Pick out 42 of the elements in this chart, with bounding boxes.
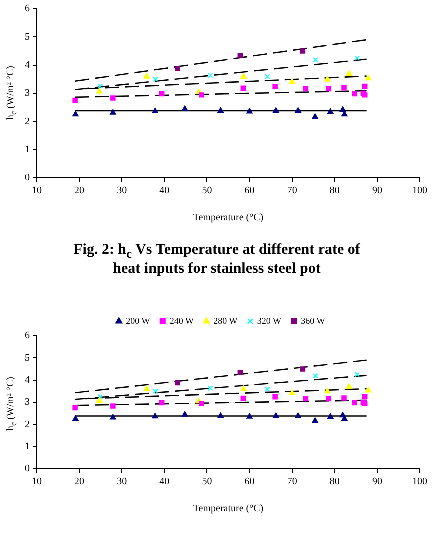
- y-tick-label: 3: [25, 88, 30, 100]
- x-axis-title: Temperature (°C): [193, 212, 264, 224]
- x-tick-label: 30: [117, 186, 128, 197]
- y-tick-label: 5: [25, 352, 30, 364]
- y-tick-label: 4: [25, 60, 30, 71]
- x-axis-title: Temperature (°C): [193, 503, 264, 514]
- legend-label: 280 W: [214, 315, 238, 326]
- legend-label: 360 W: [301, 315, 326, 326]
- legend-label: 240 W: [170, 315, 194, 326]
- x-tick-label: 10: [32, 186, 42, 197]
- x-tick-label: 70: [287, 476, 298, 488]
- x-tick-label: 50: [202, 186, 212, 197]
- x-tick-label: 50: [202, 476, 212, 488]
- x-tick-label: 40: [160, 186, 170, 197]
- caption: Fig. 2: h$_{c}$ Vs Temperature at different rate of heat inputs for stainless steel pot: [72, 241, 362, 280]
- y-tick-label: 6: [25, 330, 30, 342]
- y-tick-label: 2: [25, 116, 30, 128]
- x-tick-label: 10: [32, 476, 42, 488]
- x-tick-label: 80: [330, 186, 340, 197]
- x-tick-label: 100: [412, 476, 428, 488]
- y-tick-label: 1: [25, 441, 30, 452]
- y-tick-label: 4: [25, 374, 30, 386]
- x-tick-label: 40: [160, 476, 170, 488]
- x-tick-label: 60: [244, 186, 255, 197]
- y-tick-label: 3: [25, 396, 30, 408]
- legend-label: 200 W: [126, 315, 151, 326]
- y-tick-label: 0: [25, 463, 30, 474]
- x-tick-label: 20: [74, 186, 85, 197]
- x-tick-label: 60: [244, 476, 255, 488]
- x-tick-label: 70: [287, 186, 298, 197]
- y-tick-label: 6: [25, 4, 30, 15]
- legend-label: 320 W: [257, 315, 282, 326]
- x-tick-label: 80: [330, 476, 340, 488]
- x-tick-label: 30: [117, 476, 128, 488]
- x-tick-label: 20: [74, 476, 85, 488]
- y-tick-label: 2: [25, 418, 30, 430]
- x-tick-label: 100: [412, 186, 428, 197]
- y-tick-label: 0: [25, 172, 30, 184]
- x-tick-label: 90: [372, 186, 382, 197]
- x-tick-label: 90: [372, 476, 382, 488]
- y-tick-label: 5: [25, 32, 30, 43]
- y-tick-label: 1: [25, 144, 30, 156]
